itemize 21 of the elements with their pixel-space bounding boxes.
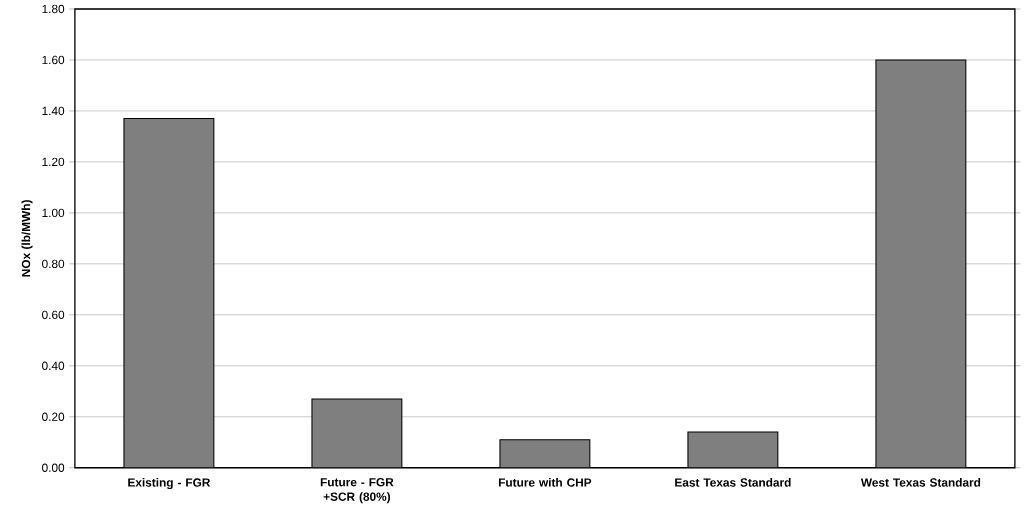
- x-tick-label: East Texas Standard: [675, 478, 791, 487]
- bar: [123, 118, 215, 468]
- y-axis-title: NOx (lb/MWh): [21, 200, 33, 277]
- bar: [687, 431, 779, 468]
- y-tick-label: 0.00: [42, 463, 65, 472]
- y-tick-label: 1.80: [42, 4, 65, 14]
- y-tick-label: 0.80: [42, 259, 65, 269]
- y-tick-label: 0.60: [42, 310, 65, 320]
- bar: [499, 439, 591, 468]
- x-tick-label: Future - FGR +SCR (80%): [320, 478, 394, 504]
- y-tick-label: 1.60: [42, 55, 65, 65]
- y-tick-label: 1.00: [42, 208, 65, 218]
- y-tick-label: 0.20: [42, 412, 65, 422]
- y-tick-label: 1.40: [42, 106, 65, 116]
- bar: [311, 398, 403, 468]
- bar: [875, 59, 967, 468]
- y-tick-label: 1.20: [42, 157, 65, 167]
- x-tick-label: West Texas Standard: [860, 478, 981, 487]
- x-tick-label: Future with CHP: [498, 478, 592, 487]
- x-tick-label: Existing - FGR: [128, 478, 211, 490]
- y-tick-label: 0.40: [42, 361, 65, 371]
